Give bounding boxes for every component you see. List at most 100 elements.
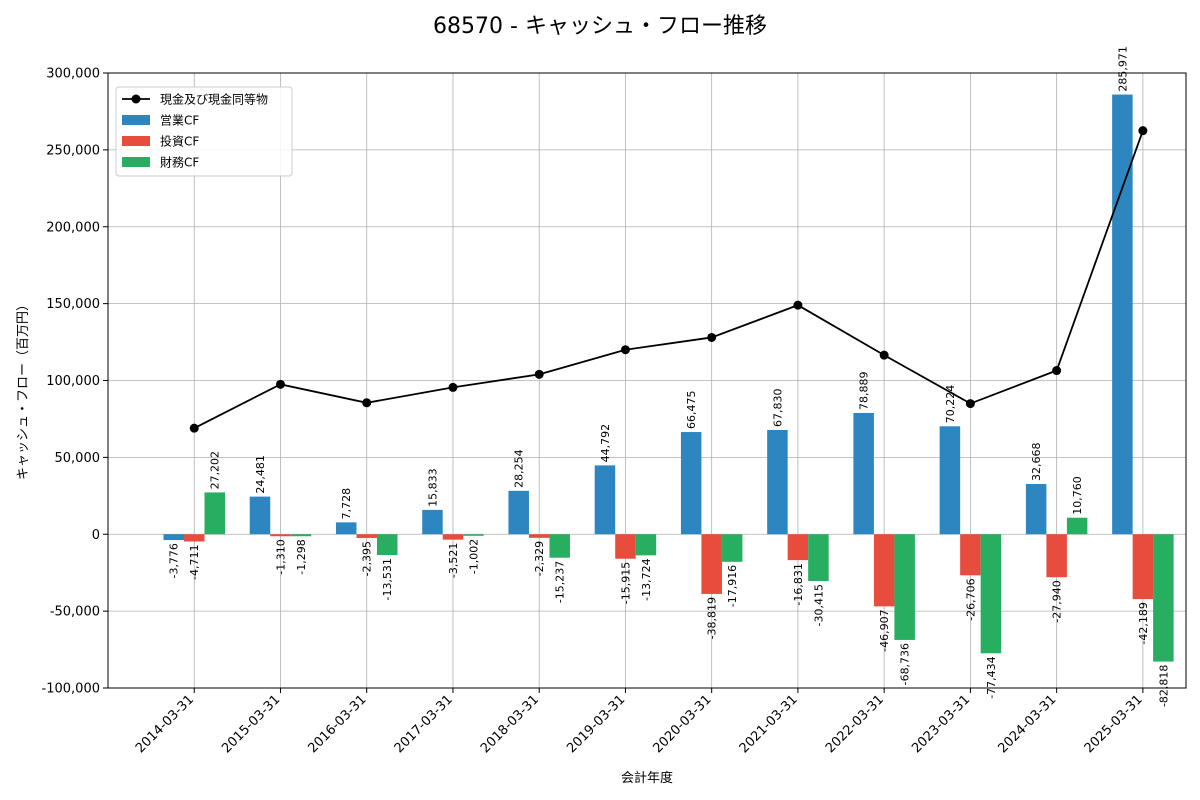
y-tick-label: 200,000 [46,220,100,235]
y-tick-label: 0 [92,528,100,543]
bar-value-label: 7,728 [340,488,353,520]
bar-value-label: -26,706 [964,578,977,620]
bar-value-label: -68,736 [899,643,912,685]
bar [680,432,702,535]
cash-line-marker [1052,366,1062,376]
y-tick-label: 150,000 [46,297,100,312]
bar-value-label: -42,189 [1137,602,1150,644]
bar-value-label: 70,224 [944,385,957,424]
cash-line-marker [620,345,630,355]
bar-value-label: -1,002 [467,539,480,574]
bar [960,534,981,576]
bar [873,534,895,607]
bar [249,496,271,535]
bar [615,534,636,559]
bar-value-label: -13,724 [640,558,653,600]
legend-box [115,86,293,177]
cash-line-marker [362,398,372,408]
bar [1066,517,1088,535]
bar-value-label: -77,434 [985,656,998,698]
bar [894,534,915,640]
cash-line-marker [707,332,717,342]
x-tick-label: 2023-03-31 [909,692,973,756]
x-tick-label: 2022-03-31 [823,692,887,756]
bar [787,534,809,561]
bar [767,429,788,535]
bar-value-label: 28,254 [513,449,526,488]
bar [163,534,184,541]
y-tick-label: 50,000 [55,451,101,466]
x-tick-label: 2017-03-31 [392,692,456,756]
cash-line-marker [448,382,458,392]
bar [290,534,312,537]
legend-line-marker [131,94,141,104]
bar-value-label: 78,889 [858,371,871,410]
legend-swatch [122,136,150,146]
bar [204,492,225,535]
y-tick-label: 300,000 [46,67,100,82]
bar-value-label: -17,916 [726,565,739,607]
cash-line-marker [275,379,285,389]
bar [721,534,743,562]
bar-value-label: -2,395 [361,541,374,576]
bar-value-label: -38,819 [706,597,719,639]
bar-value-label: 10,760 [1071,476,1084,515]
bar [183,534,205,542]
legend-swatch [122,157,150,167]
x-tick-label: 2019-03-31 [564,692,628,756]
x-tick-label: 2025-03-31 [1082,692,1146,756]
bar [635,534,657,556]
bar [442,534,464,540]
bar-value-label: -27,940 [1051,580,1064,622]
bar [853,412,874,535]
y-tick-label: 100,000 [46,374,100,389]
bar [270,534,291,537]
cash-line-marker [534,369,544,379]
bar-value-label: -46,907 [878,609,891,651]
bar-value-label: 285,971 [1116,46,1129,92]
bar-value-label: -16,831 [792,563,805,605]
bar [376,534,398,556]
bar [1153,534,1174,662]
legend-entry-label: 財務CF [160,155,199,170]
bar-value-label: -1,310 [274,539,287,574]
legend-entry-label: 投資CF [160,134,199,149]
bar [356,534,377,538]
bar [701,534,722,594]
cash-line-marker [189,423,199,433]
x-tick-label: 2014-03-31 [133,692,197,756]
x-tick-label: 2021-03-31 [737,692,801,756]
cash-line-path [193,130,1144,429]
cash-line [189,126,1148,433]
bar-value-label: 32,668 [1030,443,1043,482]
bar-value-label: -15,237 [554,561,567,603]
bar [594,465,616,535]
legend-swatch [122,115,150,125]
x-tick-label: 2024-03-31 [995,692,1059,756]
bar-value-label: -3,776 [168,543,181,578]
bar [549,534,570,558]
y-tick-label: -50,000 [50,605,100,620]
cash-line-marker [965,399,975,409]
legend-entry-label: 現金及び現金同等物 [160,92,268,107]
y-axis-ticks: -100,000 -50,000 0 50,000 100,000 150,000 200,… [42,67,108,697]
y-axis-label: キャッシュ・フロー（百万円） [16,298,31,480]
bar-value-label: -13,531 [381,558,394,600]
bar-value-label: 27,202 [209,451,222,489]
cash-line-marker [1138,126,1148,136]
legend-entry-label: 営業CF [160,114,199,128]
bar-labels: -3,776 24,481 7,728 15,833 28,254 44,792 66,47… [168,46,1171,707]
x-tick-label: 2015-03-31 [219,692,283,756]
x-tick-label: 2016-03-31 [306,692,370,756]
bar-value-label: -4,711 [188,544,201,579]
cash-line-marker [879,350,889,360]
bar [1112,94,1133,535]
chart-title: 68570 - キャッシュ・フロー推移 [433,14,767,39]
x-tick-label: 2020-03-31 [650,692,714,756]
bar-value-label: -2,329 [533,541,546,576]
cash-line-marker [793,300,803,310]
bar-value-label: -3,521 [447,543,460,578]
bar [528,534,550,538]
bar-value-label: 66,475 [685,391,698,430]
